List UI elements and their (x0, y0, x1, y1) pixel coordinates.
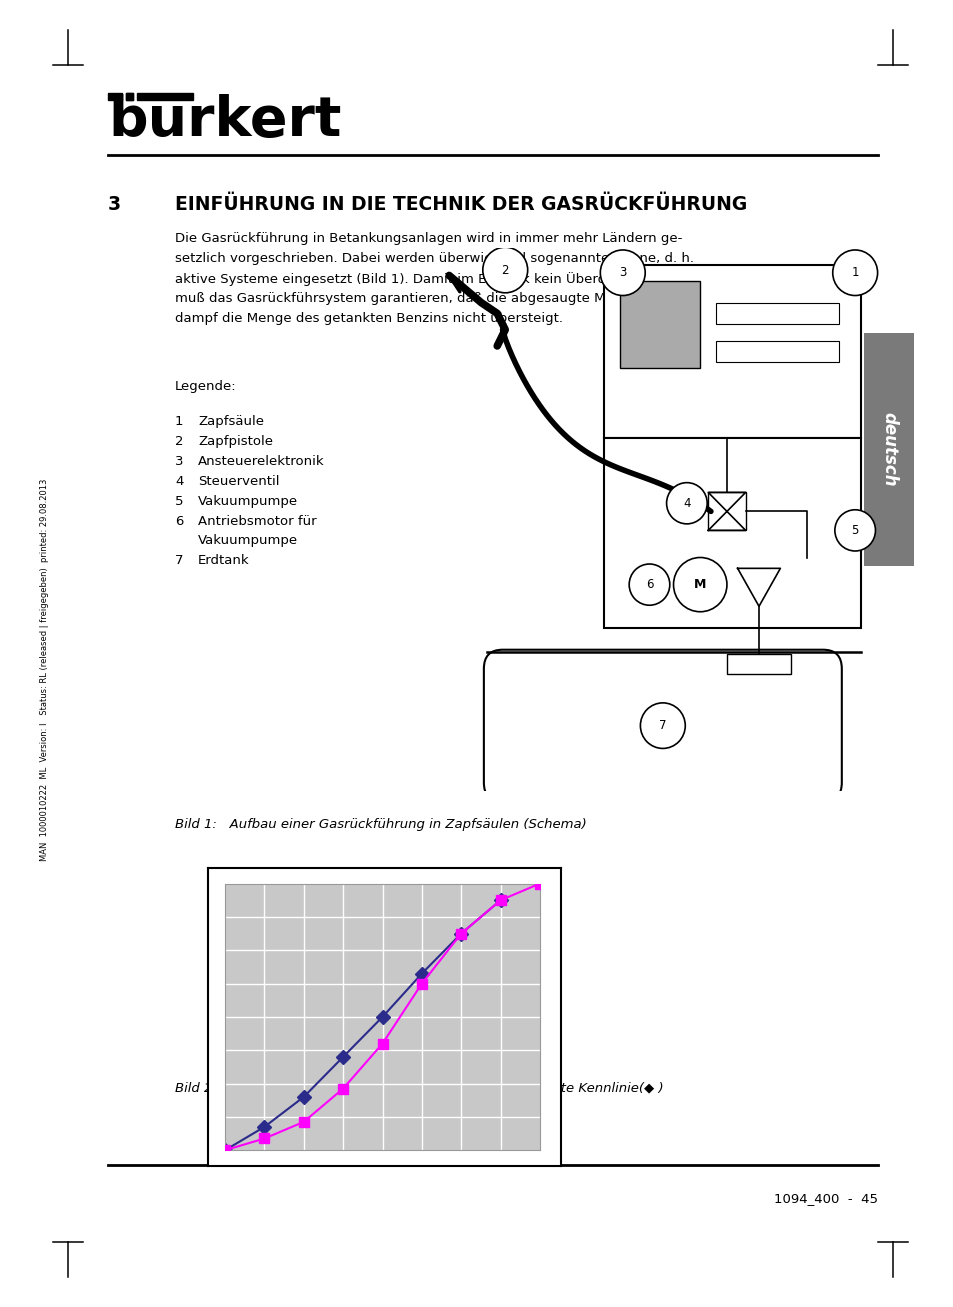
Circle shape (832, 250, 877, 295)
Text: 2: 2 (501, 264, 509, 277)
Text: Steuerventil: Steuerventil (198, 474, 279, 488)
Text: deutsch: deutsch (880, 412, 897, 488)
Text: aktive Systeme eingesetzt (Bild 1). Damit im Erdtank kein Überdruck entsteht,: aktive Systeme eingesetzt (Bild 1). Dami… (174, 272, 699, 286)
Bar (108, 93, 122, 101)
Text: Zapfpistole: Zapfpistole (198, 435, 273, 448)
Text: 4: 4 (682, 497, 690, 510)
FancyBboxPatch shape (483, 650, 841, 801)
Text: 1: 1 (174, 416, 183, 427)
Text: Bild 1:   Aufbau einer Gasrückführung in Zapfsäulen (Schema): Bild 1: Aufbau einer Gasrückführung in Z… (174, 818, 586, 831)
Bar (716, 302, 839, 324)
Text: 5: 5 (851, 524, 858, 537)
Text: Zapfsäule: Zapfsäule (198, 416, 264, 427)
Bar (137, 93, 193, 101)
Text: 3: 3 (618, 267, 626, 280)
Text: 4: 4 (174, 474, 183, 488)
Text: 2: 2 (174, 435, 183, 448)
Text: dampf die Menge des getankten Benzins nicht übersteigt.: dampf die Menge des getankten Benzins ni… (174, 312, 562, 325)
Text: MAN  1000010222  ML  Version: I   Status: RL (released | freigegeben)  printed: : MAN 1000010222 ML Version: I Status: RL … (40, 478, 50, 861)
Text: 7: 7 (659, 719, 666, 732)
Bar (126, 93, 132, 101)
Text: M: M (694, 578, 705, 591)
Bar (726, 654, 790, 674)
Text: bürkert: bürkert (108, 94, 341, 148)
Text: Bild 2:    Ursprüngliche Systemkennlinie (■) und liniarisierte Kennlinie(◆ ): Bild 2: Ursprüngliche Systemkennlinie (■… (174, 1082, 663, 1095)
Text: Vakuumpumpe: Vakuumpumpe (198, 495, 297, 508)
Text: setzlich vorgeschrieben. Dabei werden überwiegend sogenannte offene, d. h.: setzlich vorgeschrieben. Dabei werden üb… (174, 252, 693, 265)
Bar (619, 281, 700, 367)
Circle shape (666, 482, 706, 524)
Text: Vakuumpumpe: Vakuumpumpe (198, 535, 297, 548)
Text: 3: 3 (174, 455, 183, 468)
Text: 3: 3 (108, 195, 121, 214)
Bar (603, 264, 860, 438)
Text: 5: 5 (174, 495, 183, 508)
Circle shape (673, 558, 726, 612)
Text: EINFÜHRUNG IN DIE TECHNIK DER GASRÜCKFÜHRUNG: EINFÜHRUNG IN DIE TECHNIK DER GASRÜCKFÜH… (174, 195, 746, 214)
Bar (603, 438, 860, 629)
Text: Die Gasrückführung in Betankungsanlagen wird in immer mehr Ländern ge-: Die Gasrückführung in Betankungsanlagen … (174, 233, 681, 244)
Bar (126, 93, 132, 101)
Circle shape (482, 247, 527, 293)
Text: 1: 1 (850, 267, 858, 280)
Bar (707, 493, 745, 531)
Circle shape (629, 565, 669, 605)
Text: 7: 7 (174, 554, 183, 567)
Text: muß das Gasrückführsystem garantieren, daß die abgesaugte Menge Benzin-: muß das Gasrückführsystem garantieren, d… (174, 291, 693, 305)
Text: Legende:: Legende: (174, 380, 236, 393)
Text: Antriebsmotor für: Antriebsmotor für (198, 515, 316, 528)
Bar (716, 341, 839, 362)
Text: Ansteuerelektronik: Ansteuerelektronik (198, 455, 324, 468)
Text: 6: 6 (174, 515, 183, 528)
Text: Erdtank: Erdtank (198, 554, 250, 567)
Circle shape (599, 250, 644, 295)
Circle shape (834, 510, 875, 552)
Polygon shape (737, 569, 780, 606)
Text: 1094_400  -  45: 1094_400 - 45 (773, 1192, 877, 1205)
Circle shape (639, 703, 684, 749)
Text: 6: 6 (645, 578, 653, 591)
